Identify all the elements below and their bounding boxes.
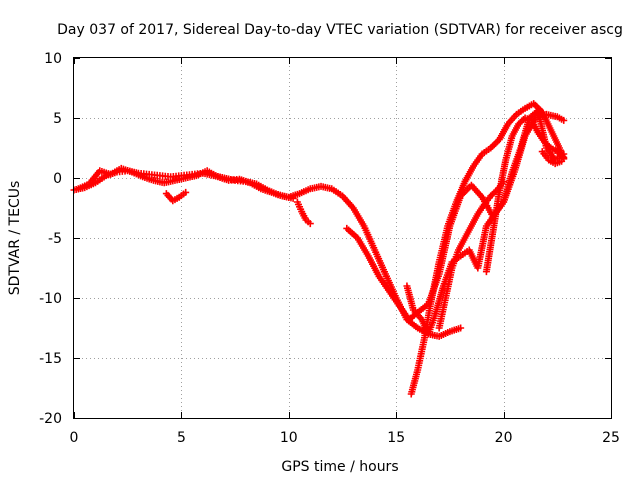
data-points xyxy=(70,100,568,398)
x-tick-label: 10 xyxy=(280,430,298,446)
y-tick-label: 10 xyxy=(44,51,62,67)
series-track-d xyxy=(293,198,314,228)
y-tick-label: -5 xyxy=(48,231,62,247)
series-track-b xyxy=(74,164,297,202)
y-tick-label: 0 xyxy=(53,171,62,187)
y-tick-label: -10 xyxy=(39,291,62,307)
y-tick-label: -15 xyxy=(39,351,62,367)
chart-title: Day 037 of 2017, Sidereal Day-to-day VTE… xyxy=(57,22,623,38)
series-track-j xyxy=(538,148,566,168)
data-point xyxy=(289,194,297,202)
data-point xyxy=(457,324,465,332)
series-track-e xyxy=(343,110,568,324)
x-tick-label: 15 xyxy=(387,430,405,446)
y-axis-label: SDTVAR / TECUs xyxy=(7,181,23,296)
axis-ticks: 0 5 10 15 20 25 -20 -15 -10 -5 0 5 10 xyxy=(39,51,620,446)
series-track-f xyxy=(407,100,568,398)
x-axis-label: GPS time / hours xyxy=(281,459,398,475)
y-tick-label: 5 xyxy=(53,111,62,127)
x-tick-label: 20 xyxy=(495,430,513,446)
data-point xyxy=(558,157,566,165)
x-tick-label: 25 xyxy=(602,430,620,446)
plot-frame xyxy=(73,57,612,419)
data-point xyxy=(560,154,568,162)
data-point xyxy=(560,116,568,124)
series-track-c xyxy=(162,188,190,205)
data-point xyxy=(306,220,314,228)
grid xyxy=(74,58,611,418)
data-point xyxy=(182,188,190,196)
y-tick-label: -20 xyxy=(39,411,62,427)
x-tick-label: 0 xyxy=(70,430,79,446)
series-track-i xyxy=(482,114,568,276)
series-track-h xyxy=(435,178,508,332)
x-tick-label: 5 xyxy=(177,430,186,446)
